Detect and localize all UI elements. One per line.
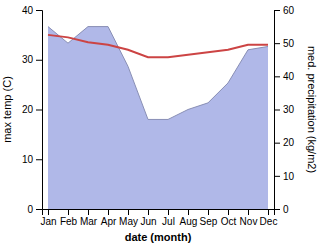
tick-mark <box>274 76 280 77</box>
tick: Jul <box>162 209 175 227</box>
tick-mark <box>108 209 109 215</box>
tick-label: 50 <box>283 38 295 49</box>
tick-label: Dec <box>260 216 278 227</box>
tick-mark <box>274 110 280 111</box>
axis-line <box>36 11 43 210</box>
tick: 10 <box>22 154 42 165</box>
tick-mark <box>208 209 209 215</box>
tick-label: Apr <box>101 216 117 227</box>
tick-label: 0 <box>283 204 289 215</box>
tick-label: Feb <box>60 216 78 227</box>
tick-label: Nov <box>240 216 258 227</box>
tick-label: 10 <box>22 154 34 165</box>
y2-axis-title: med. precipitation (kg/m2) <box>306 46 318 173</box>
tick-mark <box>88 209 89 215</box>
tick-mark <box>68 209 69 215</box>
tick: Dec <box>260 209 278 227</box>
tick: Oct <box>221 209 237 227</box>
tick-label: 20 <box>283 137 295 148</box>
tick: 20 <box>22 104 42 115</box>
tick-mark <box>268 209 269 215</box>
marks <box>48 27 268 209</box>
tick-label: Aug <box>180 216 198 227</box>
tick-mark <box>36 209 42 210</box>
tick-mark <box>274 43 280 44</box>
tick-label: 30 <box>22 54 34 65</box>
tick: 0 <box>274 204 289 215</box>
tick: Jan <box>40 209 56 227</box>
tick: 30 <box>22 54 42 65</box>
tick: Aug <box>180 209 198 227</box>
line <box>48 35 268 57</box>
tick-label: 60 <box>283 5 295 16</box>
tick-label: Jun <box>140 216 156 227</box>
tick-label: Mar <box>80 216 98 227</box>
tick: 0 <box>27 204 42 215</box>
tick-label: 20 <box>22 104 34 115</box>
tick-label: May <box>119 216 138 227</box>
y-axis: 0 10 20 30 40 <box>22 5 43 215</box>
tick-label: Jan <box>40 216 56 227</box>
tick-mark <box>48 209 49 215</box>
tick: 10 <box>274 171 295 182</box>
tick-mark <box>274 10 280 11</box>
tick-label: 40 <box>22 5 34 16</box>
axis-line <box>43 210 275 216</box>
tick-mark <box>274 209 280 210</box>
tick: 60 <box>274 5 295 16</box>
tick-mark <box>228 209 229 215</box>
tick-label: Jul <box>162 216 175 227</box>
tick-mark <box>36 60 42 61</box>
y-axis-title: max temp (C) <box>1 76 13 143</box>
tick-label: 40 <box>283 71 295 82</box>
tick-label: Oct <box>221 216 237 227</box>
tick-label: 0 <box>27 204 33 215</box>
tick: Feb <box>60 209 78 227</box>
x-axis: Jan FebMarAprMayJun Jul AugSepOctNovDec <box>40 209 277 227</box>
area-edge <box>48 27 268 120</box>
chart: Jan FebMarAprMayJun Jul AugSepOctNovDec 0 10 2… <box>0 0 318 247</box>
x-axis-title: date (month) <box>125 231 192 243</box>
tick: Apr <box>101 209 117 227</box>
tick-mark <box>188 209 189 215</box>
tick-mark <box>128 209 129 215</box>
tick: 30 <box>274 104 295 115</box>
tick-mark <box>36 10 42 11</box>
tick: 20 <box>274 137 295 148</box>
tick: Mar <box>80 209 98 227</box>
area <box>48 27 268 209</box>
tick-label: 10 <box>283 171 295 182</box>
axis-line <box>275 11 281 210</box>
tick: Sep <box>200 209 218 227</box>
tick: 50 <box>274 38 295 49</box>
tick-mark <box>274 176 280 177</box>
tick-mark <box>36 159 42 160</box>
y2-axis: 0 10 20 30 40 50 60 <box>274 5 295 215</box>
tick: Jun <box>140 209 156 227</box>
tick-mark <box>248 209 249 215</box>
tick: Nov <box>240 209 258 227</box>
tick: 40 <box>22 5 42 16</box>
tick-mark <box>148 209 149 215</box>
tick-label: Sep <box>200 216 218 227</box>
tick-mark <box>168 209 169 215</box>
tick-mark <box>274 143 280 144</box>
tick: 40 <box>274 71 295 82</box>
tick: May <box>119 209 138 227</box>
plot: Jan FebMarAprMayJun Jul AugSepOctNovDec 0 10 2… <box>22 5 295 227</box>
tick-mark <box>36 110 42 111</box>
tick-label: 30 <box>283 104 295 115</box>
